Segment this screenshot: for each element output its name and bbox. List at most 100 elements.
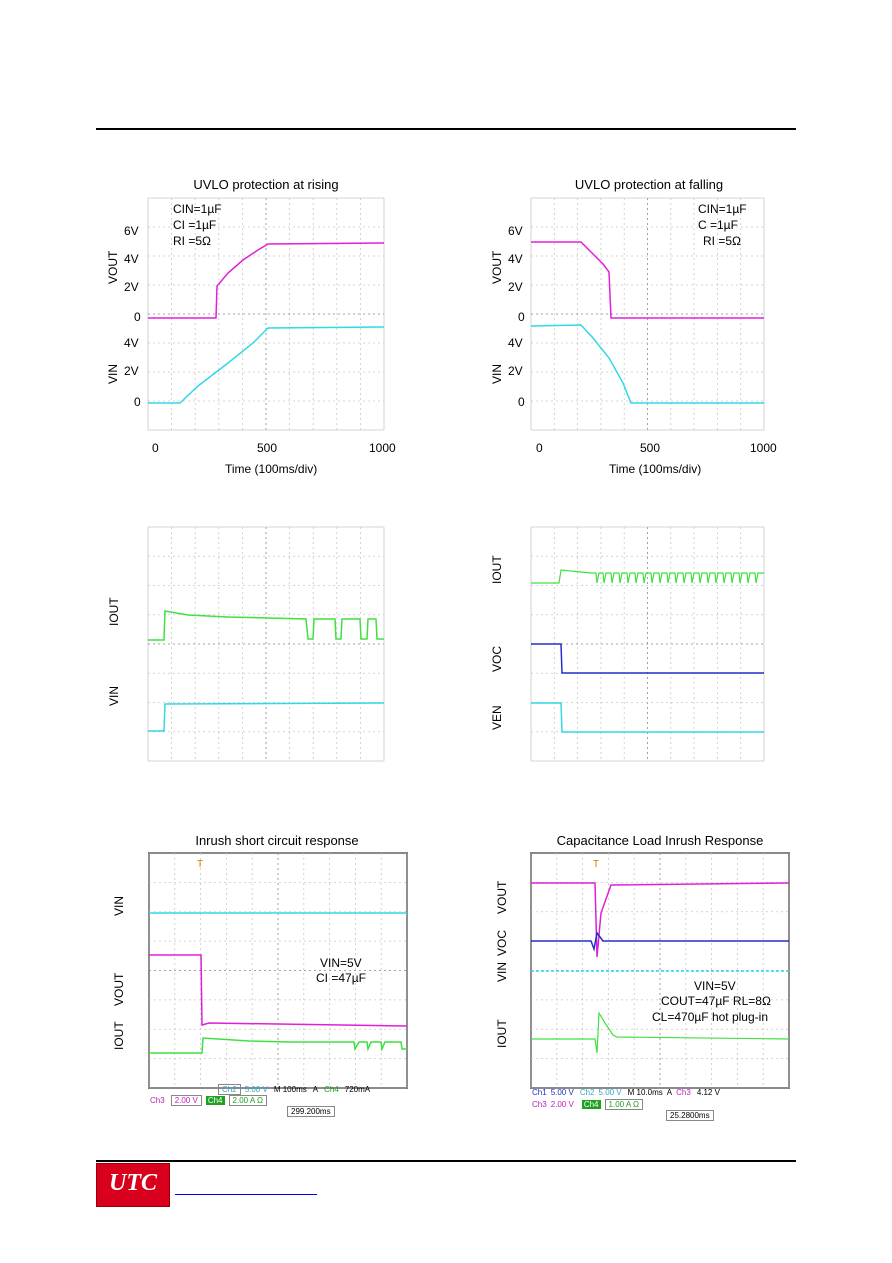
voc-trace <box>531 643 764 674</box>
panel1-tick-2v: 2V <box>124 280 139 294</box>
trigger-marker: T <box>197 859 203 870</box>
panel3-scope <box>147 526 385 762</box>
panel6-ylabel-iout: IOUT <box>495 1019 509 1048</box>
info-cell: Ch3 <box>532 1100 547 1109</box>
panel6-title: Capacitance Load Inrush Response <box>556 833 764 848</box>
panel5-note-ci: CI =47µF <box>316 971 366 985</box>
panel2-tick-6v: 6V <box>508 224 523 238</box>
panel2-note-ri: RI =5Ω <box>703 234 741 248</box>
info-cell: Ch4 <box>581 1100 601 1109</box>
panel2-scope <box>530 197 765 431</box>
panel2-xtick-500: 500 <box>640 441 661 455</box>
info-cell: A <box>312 1085 319 1094</box>
info-cell: 2.00 A Ω <box>228 1095 267 1106</box>
panel6-note-cl: CL=470µF hot plug-in <box>652 1010 768 1024</box>
bottom-rule <box>96 1160 796 1162</box>
info-cell: 5.00 V <box>550 1088 574 1097</box>
panel1-tick-vin-4v: 4V <box>124 336 139 350</box>
panel2-tick-0: 0 <box>518 310 525 324</box>
iout-trace <box>149 1037 407 1054</box>
panel2-note-c: C =1µF <box>698 218 738 232</box>
panel1-title: UVLO protection at rising <box>193 177 339 192</box>
panel1-tick-vin-2v: 2V <box>124 364 139 378</box>
panel4-scope <box>530 526 765 762</box>
info-cell: Ch4 <box>324 1085 339 1094</box>
info-cell: 4.12 V <box>696 1088 720 1097</box>
scope-grid <box>530 526 765 762</box>
info-cell: Ch3 <box>150 1096 165 1105</box>
panel5-scope: T <box>148 852 408 1089</box>
info-cell: 1.00 A Ω <box>604 1099 643 1110</box>
panel4-ylabel-ven: VEN <box>490 705 504 730</box>
panel1-xtick-0: 0 <box>152 441 159 455</box>
panel1-note-ci: CI =1µF <box>173 218 217 232</box>
info-cell: Ch1 <box>532 1088 547 1097</box>
scope-grid <box>530 852 790 1089</box>
panel6-note-cout: COUT=47µF RL=8Ω <box>661 994 771 1008</box>
panel1-note-ri: RI =5Ω <box>173 234 211 248</box>
panel1-tick-6v: 6V <box>124 224 139 238</box>
panel1-scope <box>147 197 385 431</box>
vin-trace <box>148 702 385 732</box>
info-cell: Ch2 <box>218 1084 241 1095</box>
panel5-info-row2: Ch3 2.00 V Ch4 2.00 A Ω <box>150 1095 271 1106</box>
panel5-info-row3: 299.200ms <box>287 1106 335 1117</box>
scope-grid <box>148 852 408 1089</box>
panel2-ylabel-vout: VOUT <box>490 250 504 284</box>
scope-grid <box>147 197 385 431</box>
panel1-ylabel-vout: VOUT <box>106 250 120 284</box>
panel2-xtick-1000: 1000 <box>750 441 777 455</box>
panel5-title: Inrush short circuit response <box>195 833 359 848</box>
panel4-ylabel-iout: IOUT <box>490 555 504 584</box>
iout-trace <box>531 1010 790 1054</box>
vin-trace <box>530 324 764 404</box>
panel6-ylabel-vin: VIN <box>495 961 509 982</box>
info-cell: A <box>666 1088 673 1097</box>
panel2-xlabel: Time (100ms/div) <box>609 462 702 476</box>
ven-trace <box>531 702 764 733</box>
panel6-note-vin: VIN=5V <box>694 979 736 993</box>
website-link[interactable] <box>175 1194 317 1195</box>
panel2-tick-vin-4v: 4V <box>508 336 523 350</box>
panel2-tick-2v: 2V <box>508 280 523 294</box>
info-cell: Ch4 <box>205 1096 225 1105</box>
scope-grid <box>147 526 385 762</box>
panel5-ylabel-vout: VOUT <box>112 972 126 1006</box>
info-cell: M 10.0ms <box>627 1088 663 1097</box>
panel2-note-cin: CIN=1µF <box>698 202 747 216</box>
panel1-note-cin: CIN=1µF <box>173 202 222 216</box>
panel1-tick-4v: 4V <box>124 252 139 266</box>
logo-text: UTC <box>109 1170 157 1196</box>
panel2-xtick-0: 0 <box>536 441 543 455</box>
info-cell: 2.00 V <box>170 1095 202 1106</box>
panel3-ylabel-vin: VIN <box>107 685 121 706</box>
panel1-tick-0: 0 <box>134 310 141 324</box>
panel2-ylabel-vin: VIN <box>490 363 504 384</box>
utc-logo: UTC <box>96 1163 170 1207</box>
panel6-info-row3: 25.2800ms <box>666 1110 714 1121</box>
panel1-xlabel: Time (100ms/div) <box>225 462 318 476</box>
panel2-title: UVLO protection at falling <box>574 177 724 192</box>
panel5-ylabel-vin: VIN <box>112 895 126 916</box>
panel1-xtick-1000: 1000 <box>369 441 396 455</box>
panel1-ylabel-vin: VIN <box>106 363 120 384</box>
iout-trace <box>531 569 764 584</box>
panel5-info-row1: Ch2 5.00 V M 100ms A Ch4 720mA <box>218 1084 370 1095</box>
info-cell: Ch2 <box>579 1088 595 1097</box>
panel3-ylabel-iout: IOUT <box>107 597 121 626</box>
panel4-ylabel-voc: VOC <box>490 645 504 672</box>
trigger-marker: T <box>593 859 599 870</box>
panel6-ylabel-voc: VOC <box>495 929 509 956</box>
vout-trace <box>149 954 408 1027</box>
iout-trace <box>148 610 384 641</box>
vin-trace <box>148 326 385 404</box>
panel1-xtick-500: 500 <box>257 441 278 455</box>
top-rule <box>96 128 796 130</box>
info-cell: 2.00 V <box>550 1100 574 1109</box>
panel6-scope: T <box>530 852 790 1089</box>
panel2-tick-4v: 4V <box>508 252 523 266</box>
panel5-note-vin: VIN=5V <box>320 956 362 970</box>
info-cell: 5.00 V <box>598 1088 622 1097</box>
vout-trace <box>531 241 764 319</box>
